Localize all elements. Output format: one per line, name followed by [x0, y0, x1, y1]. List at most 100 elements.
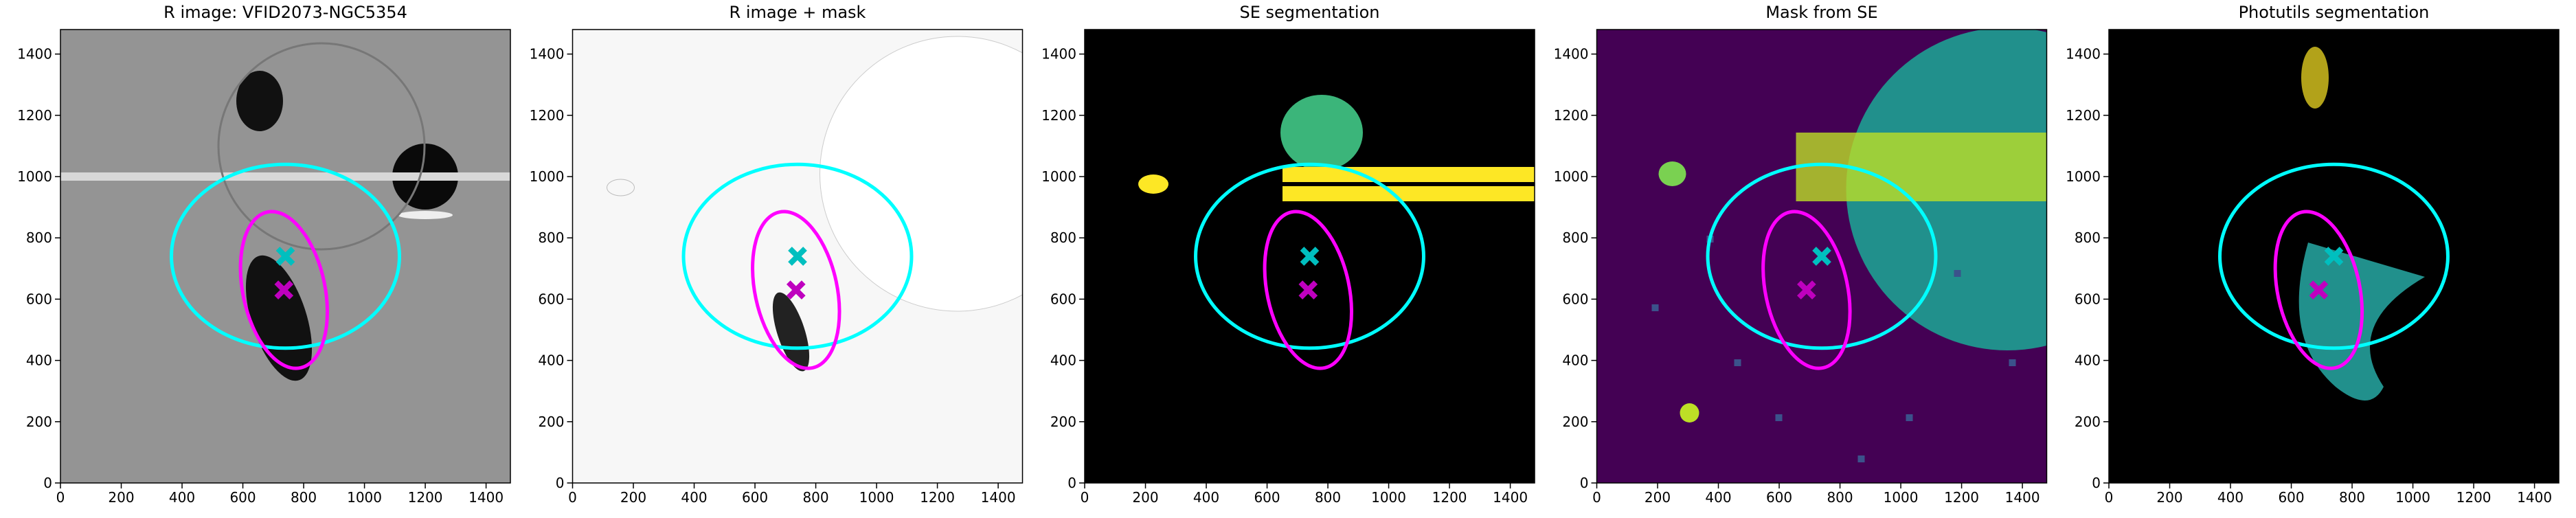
x-tick-label: 800: [2339, 489, 2365, 506]
x-tick-label: 1400: [2517, 489, 2552, 506]
x-tick-label: 800: [802, 489, 828, 506]
y-tick-label: 600: [1050, 291, 1076, 307]
y-tick-label: 400: [538, 352, 564, 369]
y-tick-label: 800: [1050, 229, 1076, 246]
y-tick-label: 1400: [1041, 46, 1076, 63]
y-tick-label: 1000: [1554, 168, 1589, 185]
axes-frame: [572, 29, 1024, 484]
y-tick-label: 0: [43, 475, 52, 491]
panel: R image + mask 0 200 400 600 800 1000 1200 1400 0…: [530, 3, 1024, 506]
center-marker: [2324, 247, 2344, 266]
panel-title: Photutils segmentation: [2239, 3, 2430, 22]
y-tick-label: 1000: [17, 168, 52, 185]
panel-title: R image + mask: [730, 3, 866, 22]
image: [1596, 30, 2047, 483]
x-tick-label: 200: [620, 489, 646, 506]
x-tick-label: 400: [681, 489, 707, 506]
center-marker: [1812, 247, 1831, 266]
y-tick-label: 800: [26, 229, 52, 246]
x-tick-label: 1000: [2395, 489, 2430, 506]
axes-frame: [1084, 29, 1535, 484]
y-tick-label: 200: [1050, 414, 1076, 430]
y-tick-label: 1200: [1041, 107, 1076, 124]
center-marker: [275, 247, 295, 266]
x-tick-label: 1000: [347, 489, 382, 506]
y-tick-label: 1200: [1554, 107, 1589, 124]
x-tick-label: 0: [1592, 489, 1601, 506]
x-tick-label: 1400: [468, 489, 504, 506]
y-tick-label: 1200: [2066, 107, 2101, 124]
y-tick-label: 400: [2075, 352, 2101, 369]
x-tick-label: 1000: [1884, 489, 1919, 506]
y-tick-label: 1000: [2066, 168, 2101, 185]
y-tick-label: 600: [2075, 291, 2101, 307]
panel-title: Mask from SE: [1765, 3, 1877, 22]
aperture-ellipse: [170, 162, 401, 350]
y-tick-label: 200: [2075, 414, 2101, 430]
axes-frame: [60, 29, 511, 484]
y-tick-label: 400: [26, 352, 52, 369]
x-tick-label: 1200: [408, 489, 443, 506]
x-tick-label: 600: [742, 489, 768, 506]
image: [2109, 30, 2559, 483]
x-tick-label: 1200: [1944, 489, 1979, 506]
x-tick-label: 1200: [920, 489, 955, 506]
center-marker: [1300, 247, 1320, 266]
y-tick-label: 200: [26, 414, 52, 430]
x-tick-label: 1400: [981, 489, 1016, 506]
image: [1085, 30, 1535, 483]
y-tick-label: 200: [538, 414, 564, 430]
aperture-ellipse: [2218, 162, 2450, 350]
y-tick-label: 1400: [530, 46, 565, 63]
y-tick-label: 800: [2075, 229, 2101, 246]
x-tick-label: 400: [1193, 489, 1219, 506]
y-tick-label: 200: [1562, 414, 1588, 430]
image: [60, 30, 510, 483]
x-tick-label: 400: [169, 489, 195, 506]
center-marker: [1797, 280, 1816, 300]
x-tick-label: 1000: [859, 489, 894, 506]
y-tick-label: 0: [1067, 475, 1076, 491]
x-tick-label: 600: [1766, 489, 1792, 506]
panel: SE segmentation 0 200 400 600 800 1000 1200 1400…: [1041, 3, 1535, 506]
y-tick-label: 1400: [17, 46, 52, 63]
x-tick-label: 400: [2217, 489, 2244, 506]
x-tick-label: 600: [229, 489, 256, 506]
aperture-ellipse: [1263, 210, 1354, 370]
x-tick-label: 200: [1132, 489, 1158, 506]
x-tick-label: 1400: [2005, 489, 2040, 506]
panel-title: SE segmentation: [1240, 3, 1380, 22]
y-tick-label: 1000: [1041, 168, 1076, 185]
center-marker: [788, 247, 807, 266]
x-tick-label: 800: [291, 489, 317, 506]
y-tick-label: 800: [538, 229, 564, 246]
x-tick-label: 1200: [2456, 489, 2492, 506]
y-tick-label: 0: [556, 475, 565, 491]
panel: R image: VFID2073-NGC5354 0 200 400 600 800 10…: [17, 3, 511, 506]
x-tick-label: 200: [1645, 489, 1671, 506]
center-marker: [1298, 280, 1318, 300]
center-marker: [274, 280, 294, 300]
x-tick-label: 1200: [1432, 489, 1467, 506]
aperture-ellipse: [1761, 210, 1852, 370]
y-tick-label: 1000: [530, 168, 565, 185]
y-tick-label: 1200: [530, 107, 565, 124]
x-tick-label: 1400: [1493, 489, 1528, 506]
aperture-ellipse: [751, 210, 841, 370]
x-tick-label: 400: [1705, 489, 1731, 506]
y-tick-label: 1200: [17, 107, 52, 124]
y-tick-label: 400: [1050, 352, 1076, 369]
aperture-ellipse: [1194, 162, 1425, 350]
x-tick-label: 600: [1254, 489, 1280, 506]
y-tick-label: 600: [538, 291, 564, 307]
x-tick-label: 0: [56, 489, 65, 506]
y-tick-label: 1400: [1554, 46, 1589, 63]
center-marker: [2309, 280, 2329, 300]
y-tick-label: 1400: [2066, 46, 2101, 63]
x-tick-label: 200: [2156, 489, 2182, 506]
x-tick-label: 800: [1827, 489, 1853, 506]
axes-frame: [1596, 29, 2048, 484]
y-tick-label: 0: [2092, 475, 2101, 491]
image: [572, 30, 1023, 483]
